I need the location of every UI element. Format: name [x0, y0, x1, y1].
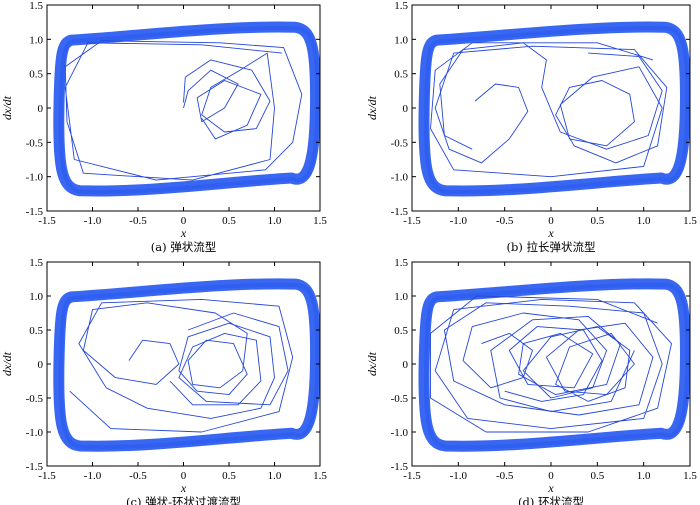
y-tick-label: 0.5: [394, 69, 408, 81]
y-tick-label: 1.5: [394, 0, 408, 12]
plot-area: [418, 21, 690, 197]
y-tick-label: 1.5: [394, 257, 408, 269]
trajectory-series: [169, 312, 289, 406]
panel-caption: (a) 弹状流型: [151, 240, 216, 254]
x-tick-label: 0.5: [222, 215, 236, 227]
y-tick-label: 0: [38, 103, 44, 115]
x-tick-label: 1.5: [313, 215, 327, 227]
y-tick-label: -1.5: [26, 461, 44, 473]
x-axis-label: x: [180, 226, 187, 240]
y-tick-label: 0: [38, 359, 44, 371]
x-tick-label: -0.5: [129, 470, 147, 482]
y-axis-label: dx/dt: [365, 95, 379, 120]
x-tick-label: 1.0: [637, 215, 651, 227]
trajectory-series: [64, 40, 303, 181]
limit-cycle-band: [53, 21, 320, 197]
limit-cycle-band-inner: [423, 282, 690, 450]
panel-caption: (c) 弹状-环状过渡流型: [126, 495, 241, 505]
y-tick-label: -1.0: [391, 172, 409, 184]
x-axis-label: x: [547, 481, 554, 495]
trajectory-series: [69, 298, 294, 433]
y-tick-label: 0: [403, 359, 409, 371]
phase-portrait-panel: -1.5 -1.0 -0.5 0 0.5 1.0 1.5 -1.5 -1.0 -0.5 0 0.5 1.…: [365, 257, 697, 505]
x-tick-label: 0.5: [590, 215, 604, 227]
y-tick-label: -1.0: [391, 427, 409, 439]
x-tick-label: -0.5: [496, 470, 514, 482]
x-axis-label: x: [180, 481, 187, 495]
panel-caption: (b) 拉长弹状流型: [507, 240, 596, 254]
x-tick-label: 1.5: [683, 470, 697, 482]
x-tick-label: 1.0: [637, 470, 651, 482]
y-axis-label: dx/dt: [0, 95, 14, 120]
x-tick-label: -1.0: [84, 215, 102, 227]
y-tick-label: -1.5: [26, 206, 44, 218]
y-tick-label: -0.5: [26, 137, 44, 149]
y-tick-label: -0.5: [391, 137, 409, 149]
y-tick-label: 0.5: [29, 325, 43, 337]
x-tick-label: 1.0: [268, 470, 282, 482]
y-tick-label: 1.0: [394, 291, 408, 303]
plot-area: [53, 278, 320, 452]
y-tick-label: 0: [403, 103, 409, 115]
y-tick-label: 0.5: [394, 325, 408, 337]
x-tick-label: 1.5: [313, 470, 327, 482]
x-axis-label: x: [547, 226, 554, 240]
y-tick-label: 1.0: [29, 34, 43, 46]
x-tick-label: -1.0: [450, 470, 468, 482]
y-axis-label: dx/dt: [365, 351, 379, 376]
x-tick-label: -1.5: [38, 215, 56, 227]
trajectory-series: [430, 295, 672, 433]
phase-portrait-panel: -1.5 -1.0 -0.5 0 0.5 1.0 1.5 -1.5 -1.0 -0.5 0 0.5 1.…: [0, 257, 327, 505]
panel-caption: (d) 环状流型: [518, 495, 584, 505]
x-tick-label: 0: [181, 215, 187, 227]
limit-cycle-band: [418, 21, 690, 197]
y-tick-label: 1.5: [29, 257, 43, 269]
x-tick-label: 0.5: [222, 470, 236, 482]
x-tick-label: 0: [548, 470, 554, 482]
trajectory-series: [439, 42, 663, 150]
trajectory-series: [430, 42, 668, 178]
y-tick-label: -0.5: [391, 393, 409, 405]
phase-portrait-panel: -1.5 -1.0 -0.5 0 0.5 1.0 1.5 -1.5 -1.0 -0.5 0 0.5 1.…: [0, 0, 327, 254]
limit-cycle-band-inner: [58, 26, 320, 195]
y-axis-label: dx/dt: [0, 351, 14, 376]
y-tick-label: -1.5: [391, 206, 409, 218]
y-tick-label: 0.5: [29, 69, 43, 81]
plot-area: [418, 278, 690, 452]
y-tick-label: -1.0: [26, 427, 44, 439]
x-tick-label: 1.5: [683, 215, 697, 227]
limit-cycle-band-inner: [58, 282, 320, 450]
x-tick-label: -1.5: [403, 470, 421, 482]
x-tick-label: -1.5: [403, 215, 421, 227]
x-tick-label: 0.5: [590, 470, 604, 482]
x-tick-label: -0.5: [496, 215, 514, 227]
y-tick-label: -1.0: [26, 172, 44, 184]
limit-cycle-band: [53, 278, 320, 452]
y-tick-label: 1.0: [29, 291, 43, 303]
x-tick-label: -0.5: [129, 215, 147, 227]
limit-cycle-band-inner: [423, 26, 690, 195]
x-tick-label: -1.0: [450, 215, 468, 227]
y-tick-label: -0.5: [26, 393, 44, 405]
trajectory-series: [183, 69, 262, 140]
phase-portrait-panel: -1.5 -1.0 -0.5 0 0.5 1.0 1.5 -1.5 -1.0 -0.5 0 0.5 1.…: [365, 0, 697, 254]
x-tick-label: 0: [181, 470, 187, 482]
x-tick-label: 1.0: [268, 215, 282, 227]
y-tick-label: -1.5: [391, 461, 409, 473]
x-tick-label: 0: [548, 215, 554, 227]
x-tick-label: -1.0: [84, 470, 102, 482]
trajectory-series: [490, 315, 635, 413]
plot-area: [53, 21, 320, 197]
y-tick-label: 1.5: [29, 0, 43, 12]
y-tick-label: 1.0: [394, 34, 408, 46]
x-tick-label: -1.5: [38, 470, 56, 482]
